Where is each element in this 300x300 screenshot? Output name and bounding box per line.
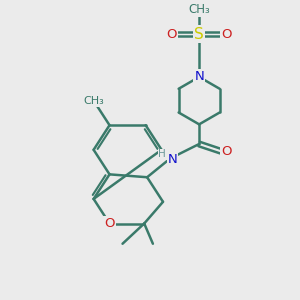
Text: H: H [158,149,166,159]
Text: O: O [104,217,115,230]
Text: O: O [221,28,232,40]
Text: S: S [194,27,204,42]
Text: CH₃: CH₃ [188,3,210,16]
Text: N: N [168,153,177,167]
Text: O: O [221,145,231,158]
Text: O: O [167,28,177,40]
Text: N: N [194,70,204,83]
Text: CH₃: CH₃ [83,96,104,106]
